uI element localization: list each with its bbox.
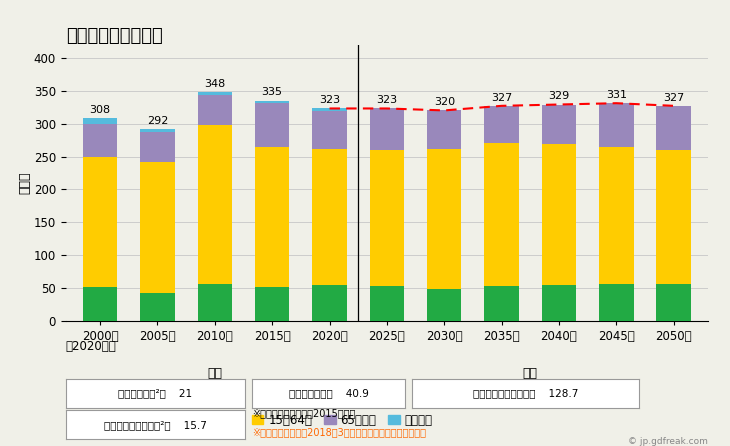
Bar <box>427 111 461 149</box>
Bar <box>83 124 118 157</box>
Bar <box>369 108 404 150</box>
Bar <box>198 284 232 321</box>
Text: 331: 331 <box>606 90 627 100</box>
Bar <box>198 125 232 284</box>
Bar <box>255 287 289 321</box>
Text: 御蔵島村の人口推移: 御蔵島村の人口推移 <box>66 27 163 45</box>
Bar <box>542 104 576 144</box>
Text: ※昼夜間人口比率のみ2015年時点: ※昼夜間人口比率のみ2015年時点 <box>252 408 356 417</box>
Y-axis label: （人）: （人） <box>18 172 31 194</box>
Bar <box>140 132 174 162</box>
Bar <box>427 289 461 321</box>
Bar <box>599 103 634 147</box>
Bar <box>427 149 461 289</box>
Bar <box>255 147 289 287</box>
Text: 335: 335 <box>261 87 283 97</box>
Bar <box>312 285 347 321</box>
Bar <box>542 144 576 285</box>
Bar <box>656 284 691 321</box>
Bar <box>656 150 691 284</box>
Bar <box>140 162 174 293</box>
Text: ※図中の点線は前回2018年3月公表の「将来人口推計」の値: ※図中の点線は前回2018年3月公表の「将来人口推計」の値 <box>252 427 426 437</box>
Bar <box>312 111 347 149</box>
Bar <box>599 147 634 284</box>
Bar <box>83 157 118 287</box>
Bar <box>369 286 404 321</box>
Text: 327: 327 <box>663 92 684 103</box>
Text: 292: 292 <box>147 116 168 126</box>
Text: 平均年齢（歳）    40.9: 平均年齢（歳） 40.9 <box>288 388 369 399</box>
Text: 348: 348 <box>204 78 226 89</box>
Bar <box>140 293 174 321</box>
Bar <box>312 149 347 285</box>
Text: 人口密度（人／ｋｍ²）    15.7: 人口密度（人／ｋｍ²） 15.7 <box>104 420 207 430</box>
Text: 308: 308 <box>90 105 111 115</box>
Bar <box>485 285 519 321</box>
Text: 実績: 実績 <box>207 367 223 380</box>
Text: 323: 323 <box>377 95 397 105</box>
Text: 323: 323 <box>319 95 340 105</box>
Bar <box>599 284 634 321</box>
Bar <box>198 95 232 125</box>
Bar <box>542 285 576 321</box>
Text: 327: 327 <box>491 92 512 103</box>
Bar <box>656 106 691 150</box>
Bar <box>485 143 519 285</box>
Bar <box>312 108 347 111</box>
Text: 320: 320 <box>434 97 455 107</box>
Bar <box>198 92 232 95</box>
Bar <box>369 150 404 286</box>
Text: 昼夜間人口比率（％）    128.7: 昼夜間人口比率（％） 128.7 <box>473 388 578 399</box>
Text: 329: 329 <box>548 91 569 101</box>
Text: © jp.gdfreak.com: © jp.gdfreak.com <box>629 437 708 446</box>
Text: 。2020年〃: 。2020年〃 <box>66 340 117 353</box>
Bar <box>255 100 289 103</box>
Bar <box>83 287 118 321</box>
Bar <box>83 118 118 124</box>
Bar <box>485 106 519 143</box>
Legend: 0～14歳, 15～64歳, 65歳以上, 年齢不詳: 0～14歳, 15～64歳, 65歳以上, 年齢不詳 <box>182 409 437 431</box>
Text: 予測: 予測 <box>523 367 538 380</box>
Text: 総面積（ｋｍ²）    21: 総面積（ｋｍ²） 21 <box>118 388 192 399</box>
Bar <box>140 129 174 132</box>
Bar <box>255 103 289 147</box>
